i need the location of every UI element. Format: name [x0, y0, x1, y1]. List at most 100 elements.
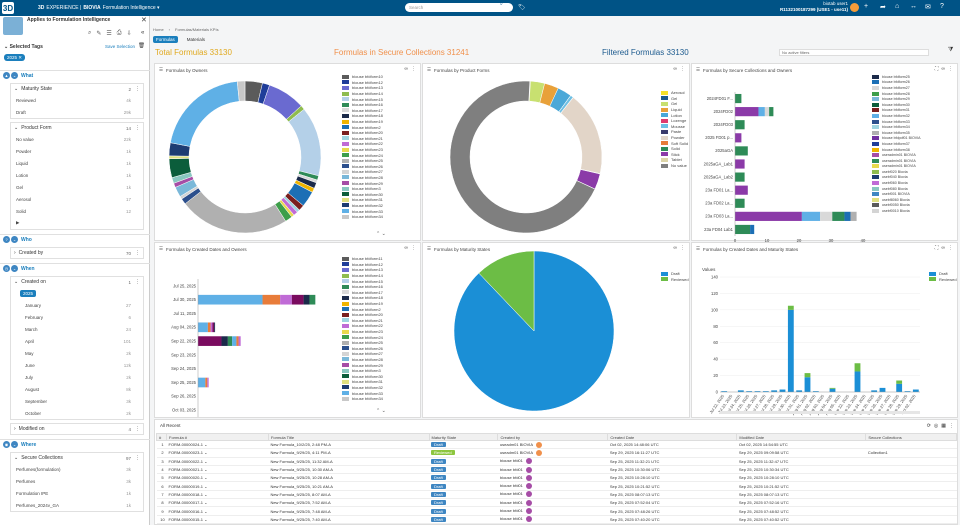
facet-row[interactable]: January 27 — [11, 299, 143, 311]
column-header[interactable]: Formula # — [166, 433, 269, 441]
legend-item[interactable]: biouse bfdform19 — [342, 119, 383, 125]
trash-icon[interactable]: 🗑 — [138, 43, 145, 49]
column-segment[interactable] — [779, 389, 786, 392]
legend-item[interactable]: biouse bfdform10 — [342, 74, 383, 80]
formula-id-cell[interactable]: FORM-00000018-1 ⌄ — [166, 490, 269, 500]
more-icon[interactable]: ⋮ — [135, 250, 140, 256]
legend-item[interactable]: usebf001 BIOVIA — [872, 191, 921, 197]
legend-item[interactable]: biouse bfdform15 — [342, 96, 383, 102]
facet-row[interactable]: Formulation IPE 1k — [11, 487, 143, 499]
avatar[interactable] — [525, 474, 532, 481]
expand-icon[interactable]: ⛶ — [934, 245, 939, 251]
column-segment[interactable] — [896, 383, 903, 392]
legend-item[interactable]: biouse bfdform16 — [342, 102, 383, 108]
legend-item[interactable]: usebf0010 Biovia — [872, 208, 921, 214]
column-segment[interactable] — [912, 389, 919, 392]
legend-item[interactable]: Powder — [661, 135, 688, 141]
formula-id-cell[interactable]: FORM-00000019-1 ⌄ — [166, 481, 269, 491]
bar-segment[interactable] — [764, 107, 770, 117]
column-segment[interactable] — [829, 387, 836, 389]
share-icon[interactable]: ➦ — [880, 4, 886, 11]
legend-item[interactable]: biouse bfdform29 — [342, 180, 383, 186]
facet-row[interactable]: Gel 1k — [11, 181, 143, 193]
chevron-down-icon[interactable]: ⌄ — [202, 483, 208, 489]
legend-item[interactable]: usebf0050 Biovia — [872, 203, 921, 209]
legend-item[interactable]: Gel — [661, 101, 688, 107]
facet-row[interactable]: Powder 1k — [11, 145, 143, 157]
column-header[interactable]: Secure Collections — [865, 433, 957, 441]
legend-item[interactable]: biouse bfdform26 — [872, 80, 921, 86]
bar-segment[interactable] — [214, 322, 216, 333]
chevron-down-icon[interactable]: ⌄ — [14, 279, 19, 285]
legend-item[interactable]: biouse bfdform12 — [342, 262, 383, 268]
more-icon[interactable]: ⋮ — [680, 66, 685, 72]
facet-row[interactable]: August 8k — [11, 383, 143, 395]
column-segment[interactable] — [829, 388, 836, 392]
facet-row[interactable]: Perfumes 3k — [11, 475, 143, 487]
legend-item[interactable]: biouse bfdpdf01 BIOVIA — [872, 136, 921, 142]
legend-item[interactable]: usebf080 Biovia — [872, 186, 921, 192]
formula-id-cell[interactable]: FORM-00000015-1 ⌄ — [166, 515, 269, 524]
legend-item[interactable]: biouse bfdform27 — [872, 85, 921, 91]
range-scrollbar[interactable] — [720, 411, 920, 414]
column-segment[interactable] — [754, 391, 761, 392]
avatar[interactable] — [525, 508, 532, 515]
tab-materials[interactable]: Materials — [186, 37, 206, 42]
table-row[interactable]: 4 FORM-00000021-1 ⌄ New Formula_9/25/25, 1… — [156, 465, 957, 475]
section-who[interactable]: ? ⌄ Who — [0, 234, 150, 244]
formula-id[interactable]: FORM-00000019-1 — [168, 483, 203, 489]
more-icon[interactable]: ⋮ — [135, 125, 140, 131]
chevron-down-icon[interactable]: ⌄ — [202, 450, 208, 456]
table-row[interactable]: 2 FORM-00000023-1 ⌄ New Formula_9/29/25, 4… — [156, 448, 957, 458]
facet-row[interactable]: March 24 — [11, 323, 143, 335]
column-segment[interactable] — [812, 391, 819, 392]
formula-id-cell[interactable]: FORM-00000022-1 ⌄ — [166, 457, 269, 466]
legend-item[interactable]: biouse bfdform28 — [342, 357, 383, 363]
bar-segment[interactable] — [758, 107, 765, 117]
avatar[interactable] — [525, 458, 532, 465]
bar-segment[interactable] — [309, 294, 316, 305]
legend-item[interactable]: biouse bfdform31 — [342, 197, 383, 203]
formula-id[interactable]: FORM-00000024-1 — [168, 442, 203, 448]
legend-item[interactable]: biouse bfdform31 — [872, 108, 921, 114]
column-header[interactable]: Maturity State — [428, 433, 499, 441]
legend-item[interactable]: Lotion — [661, 112, 688, 118]
legend-item[interactable]: biouse bfdform26 — [342, 346, 383, 352]
bar-segment[interactable] — [801, 211, 821, 221]
legend-item[interactable]: Soft Solid — [661, 140, 688, 146]
bar-segment[interactable] — [735, 172, 745, 182]
table-row[interactable]: 7 FORM-00000018-1 ⌄ New Formula_9/25/25, 8… — [156, 490, 957, 500]
bar-segment[interactable] — [735, 133, 742, 143]
column-segment[interactable] — [871, 390, 878, 392]
legend-scroll-controls[interactable]: ⌃ ⌄ — [376, 408, 386, 414]
legend-item[interactable]: biouse bfdform33 — [872, 119, 921, 125]
chevron-down-icon[interactable]: ⌄ — [202, 516, 208, 522]
legend-item[interactable]: biouse bfdform23 — [342, 329, 383, 335]
facet-row[interactable]: Perfumes_2024v_GA 1k — [11, 499, 143, 511]
user-avatar[interactable] — [850, 3, 859, 12]
formula-id-cell[interactable]: FORM-00000024-1 ⌄ — [166, 440, 269, 450]
avatar[interactable] — [525, 516, 532, 523]
legend-item[interactable]: biouse bfdform33 — [342, 390, 383, 396]
legend-item[interactable]: biouse bfdform38 — [872, 147, 921, 153]
bar-segment[interactable] — [735, 185, 748, 195]
legend-item[interactable]: biouse bfdform24 — [342, 152, 383, 158]
facet-row[interactable]: Aerosol 17 — [11, 193, 143, 205]
legend-item[interactable]: biouse bfdform14 — [342, 273, 383, 279]
formula-id-cell[interactable]: FORM-00000023-1 ⌄ — [166, 448, 269, 458]
formula-id[interactable]: FORM-00000023-1 — [168, 450, 203, 456]
legend-item[interactable]: biouse bfdform34 — [342, 214, 383, 220]
facet-row[interactable]: June 12k — [11, 359, 143, 371]
search-icon[interactable]: ⌕ — [88, 30, 92, 36]
print-icon[interactable]: ⎙ — [116, 30, 122, 36]
legend-item[interactable]: biouse bfdform30 — [342, 191, 383, 197]
legend-item[interactable]: biouse bfdform21 — [342, 318, 383, 324]
legend-item[interactable]: Reviewed — [661, 277, 689, 283]
tab-formulas[interactable]: Formulas — [153, 36, 178, 43]
bar-segment[interactable] — [207, 322, 211, 333]
legend-item[interactable]: Aerosol — [661, 90, 688, 96]
legend-item[interactable]: biouse bfdform37 — [872, 141, 921, 147]
legend-item[interactable]: Stick — [661, 152, 688, 158]
legend-scroll-controls[interactable]: ⌃ ⌄ — [376, 231, 386, 237]
link-icon[interactable]: ∞ — [941, 66, 945, 72]
